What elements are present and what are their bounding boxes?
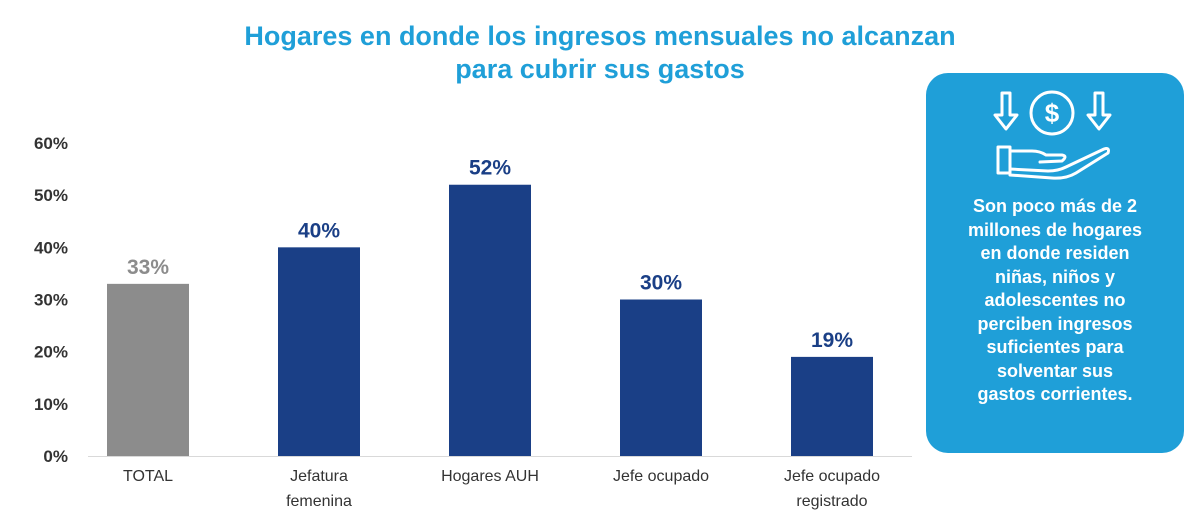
money-hand-icon: $ [993, 90, 1112, 180]
info-panel: $ Son poco más de 2 millones de hogares … [926, 73, 1184, 453]
info-line: millones de hogares [967, 219, 1143, 240]
chart-title: Hogares en donde los ingresos mensuales … [150, 20, 1050, 86]
bar [278, 247, 360, 456]
bar [620, 299, 702, 456]
info-line: perciben ingresos [977, 313, 1133, 334]
x-tick-label: TOTAL [123, 468, 173, 485]
info-line: suficientes para [986, 337, 1124, 357]
info-line: solventar sus [996, 360, 1114, 381]
chart-title-line-1: Hogares en donde los ingresos mensuales … [244, 21, 956, 51]
y-tick-label: 40% [34, 238, 68, 257]
data-label: 19% [811, 329, 853, 352]
info-line: Son poco más de 2 [972, 196, 1138, 216]
info-text: Son poco más de 2 millones de hogares en… [936, 195, 1174, 407]
y-tick-label: 30% [34, 291, 68, 310]
info-line: gastos corrientes. [977, 384, 1133, 404]
y-tick-label: 10% [34, 395, 68, 414]
bar [449, 184, 531, 456]
data-label: 33% [127, 256, 169, 279]
x-tick-label: femenina [286, 493, 352, 510]
y-tick-label: 20% [34, 343, 68, 362]
y-tick-label: 50% [34, 186, 68, 205]
info-line: en donde residen [980, 243, 1130, 263]
x-tick-label: Jefe ocupado [613, 468, 709, 485]
chart-title-line-2: para cubrir sus gastos [455, 54, 745, 84]
info-line: niñas, niños y [994, 266, 1116, 287]
info-line: adolescentes no [984, 290, 1126, 310]
bar [107, 283, 189, 456]
y-tick-label: 60% [34, 134, 68, 153]
data-label: 30% [640, 272, 682, 295]
data-label: 52% [469, 157, 511, 180]
x-tick-label: registrado [796, 493, 867, 510]
bar-chart: 0% 10% 20% 30% 40% 50% 60% 33% TOTAL 40% Jefatura f… [34, 134, 912, 510]
x-tick-label: Hogares AUH [441, 468, 539, 485]
svg-text:$: $ [1045, 98, 1060, 128]
y-tick-label: 0% [43, 447, 68, 466]
data-label: 40% [298, 219, 340, 242]
x-tick-label: Jefe ocupado [784, 468, 880, 485]
x-tick-label: Jefatura [290, 468, 348, 485]
bar [791, 356, 873, 456]
